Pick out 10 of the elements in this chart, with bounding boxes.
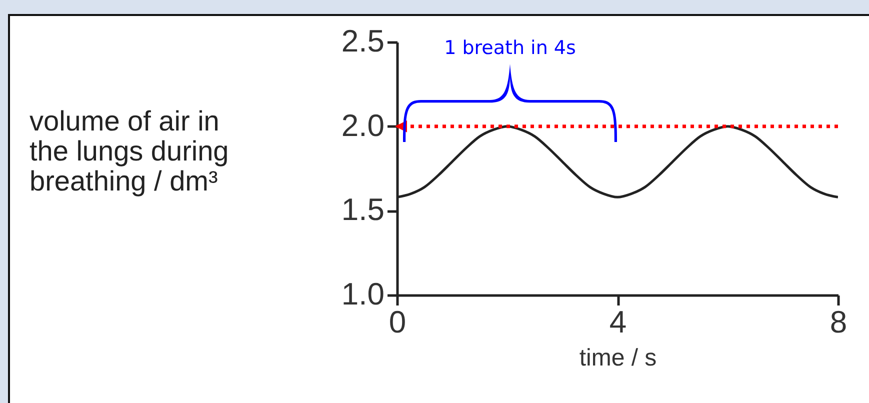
y-tick-label: 1.0	[341, 276, 384, 312]
x-tick-label: 0	[388, 304, 406, 340]
x-tick-label: 8	[830, 304, 848, 340]
y-tick-label: 2.0	[341, 108, 384, 143]
x-tick-label: 4	[609, 304, 627, 340]
y-tick-label: 2.5	[341, 24, 384, 58]
y-tick-label: 1.5	[341, 192, 384, 228]
x-axis-title: time / s	[579, 344, 657, 372]
y-axis-title: volume of air in the lungs during breathing / dm³	[30, 106, 229, 196]
annotation: 1 breath in 4s	[444, 37, 576, 59]
